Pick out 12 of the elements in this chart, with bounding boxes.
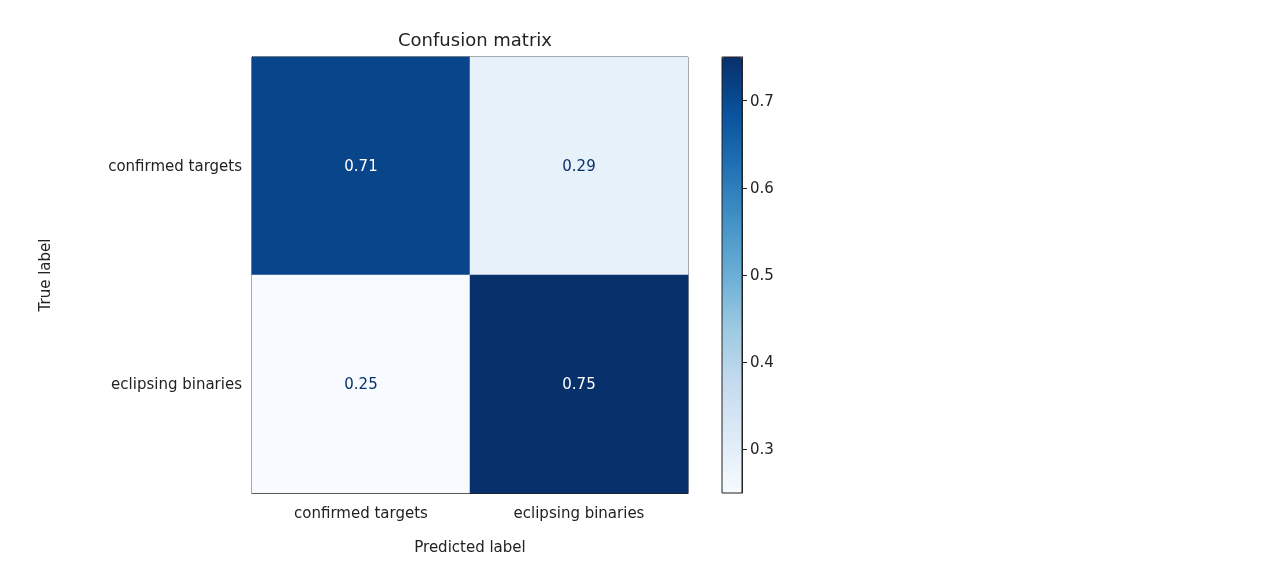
data-label: 0.25 <box>344 375 378 393</box>
data-label: 0.71 <box>344 157 378 175</box>
chart-title: Confusion matrix <box>398 28 553 50</box>
data-label: 0.75 <box>562 375 596 393</box>
data-label: 0.29 <box>562 157 596 175</box>
color-bar-label: 0.3 <box>750 440 774 459</box>
color-bar-label: 0.7 <box>750 91 774 110</box>
x-axis-title: Predicted label <box>414 537 526 556</box>
color-bar-label: 0.6 <box>750 178 774 197</box>
color-bar-label: 0.5 <box>750 266 774 284</box>
color-bar-label: 0.4 <box>750 353 774 372</box>
y-axis-title: True label <box>35 238 54 313</box>
